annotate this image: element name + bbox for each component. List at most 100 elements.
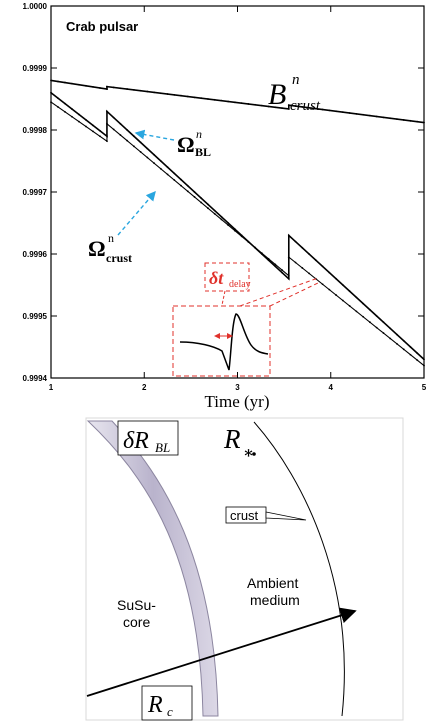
series-point-1 [78, 113, 80, 116]
series-point-1 [335, 277, 338, 280]
series-point-0 [314, 107, 317, 110]
y-tick-label: 0.9994 [23, 374, 48, 383]
series-point-2 [341, 299, 344, 302]
series-point-1 [301, 246, 304, 249]
delta-r-main: δR [123, 428, 149, 454]
core-line-1: SuSu- [117, 597, 156, 613]
series-point-2 [71, 115, 73, 118]
series-point-2 [50, 101, 52, 103]
series-point-2 [301, 267, 304, 269]
y-tick-label: 0.9996 [23, 250, 48, 259]
series-point-1 [139, 141, 142, 144]
series-point-2 [369, 321, 371, 324]
series-point-0 [106, 88, 108, 90]
series-point-2 [396, 343, 398, 345]
series-point-2 [200, 201, 203, 204]
series-point-2 [85, 125, 87, 128]
series-point-0 [220, 99, 223, 102]
delta-t-box [204, 262, 250, 292]
series-point-1 [213, 209, 216, 212]
series-point-2 [247, 241, 250, 243]
core-line-2: core [123, 614, 150, 630]
series-point-0 [369, 114, 371, 117]
series-point-2 [78, 120, 80, 123]
series-point-0 [132, 89, 135, 91]
series-point-2 [389, 337, 392, 340]
series-point-1 [274, 265, 277, 268]
series-point-0 [416, 120, 419, 123]
series-point-0 [335, 110, 338, 113]
series-point-2 [355, 310, 358, 313]
omega-bl-sup: n [196, 127, 202, 141]
series-point-2 [382, 332, 385, 334]
series-point-0 [254, 103, 257, 106]
series-point-0 [355, 112, 358, 115]
series-point-2 [335, 294, 338, 296]
series-point-1 [362, 302, 365, 305]
series-layer [50, 79, 425, 367]
omega-bl-arrow [134, 129, 175, 141]
series-point-0 [247, 103, 250, 105]
r-star-dot [252, 452, 256, 456]
series-point-2 [328, 288, 331, 291]
series-point-0 [402, 119, 405, 121]
series-point-1 [220, 215, 223, 218]
series-point-2 [240, 235, 243, 238]
series-point-0 [112, 86, 115, 89]
series-point-0 [389, 117, 392, 120]
series-point-2 [281, 269, 283, 271]
y-tick-label: 0.9997 [23, 188, 48, 197]
zoom-connector-2 [269, 282, 319, 307]
series-point-0 [328, 109, 331, 112]
series-point-2 [294, 261, 297, 264]
y-tick-label: 0.9995 [23, 312, 48, 321]
series-point-1 [153, 153, 155, 156]
series-point-2 [126, 139, 129, 142]
omega-crust-sup: n [108, 231, 114, 245]
series-point-0 [375, 115, 378, 118]
series-point-0 [99, 87, 101, 89]
series-point-1 [106, 110, 108, 113]
series-point-2 [153, 162, 155, 165]
delta-t-annotation: δt delay [172, 262, 319, 377]
series-point-2 [423, 364, 425, 367]
series-point-1 [348, 290, 351, 293]
series-point-0 [50, 79, 52, 82]
series-point-1 [402, 339, 405, 342]
series-point-1 [281, 271, 283, 274]
series-point-0 [409, 119, 412, 122]
series-point-0 [382, 116, 385, 119]
series-point-2 [267, 257, 270, 260]
series-point-0 [301, 106, 304, 108]
delta-r-sub: BL [155, 440, 170, 455]
series-point-0 [71, 82, 73, 85]
y-tick-label: 1.0000 [23, 2, 48, 11]
series-point-2 [159, 167, 162, 170]
diagram: δR BL R ∗ crust Ambient medium SuSu- cor… [85, 417, 404, 721]
series-point-0 [126, 88, 129, 90]
series-point-0 [85, 84, 87, 87]
r-star-main: R [223, 424, 241, 454]
series-point-1 [146, 147, 149, 150]
radius-arrow [86, 607, 357, 697]
series-point-0 [423, 121, 425, 124]
omega-bl-label: Ω n BL [177, 127, 211, 159]
series-point-2 [409, 353, 412, 356]
series-point-0 [64, 81, 66, 84]
series-point-1 [227, 222, 230, 224]
series-point-0 [166, 93, 169, 95]
series-point-0 [106, 85, 108, 88]
series-point-2 [308, 272, 310, 275]
rc-box [141, 685, 193, 721]
series-point-1 [50, 91, 52, 94]
series-point-1 [409, 346, 412, 348]
b-sub: crust [290, 98, 321, 114]
series-point-1 [382, 321, 385, 324]
series-point-2 [207, 207, 209, 210]
series-point-1 [328, 271, 331, 274]
series-point-1 [355, 296, 358, 299]
omega-bl-main: Ω [177, 132, 195, 157]
series-point-1 [207, 203, 209, 206]
series-point-2 [99, 135, 101, 138]
rc-sub: c [167, 704, 173, 719]
